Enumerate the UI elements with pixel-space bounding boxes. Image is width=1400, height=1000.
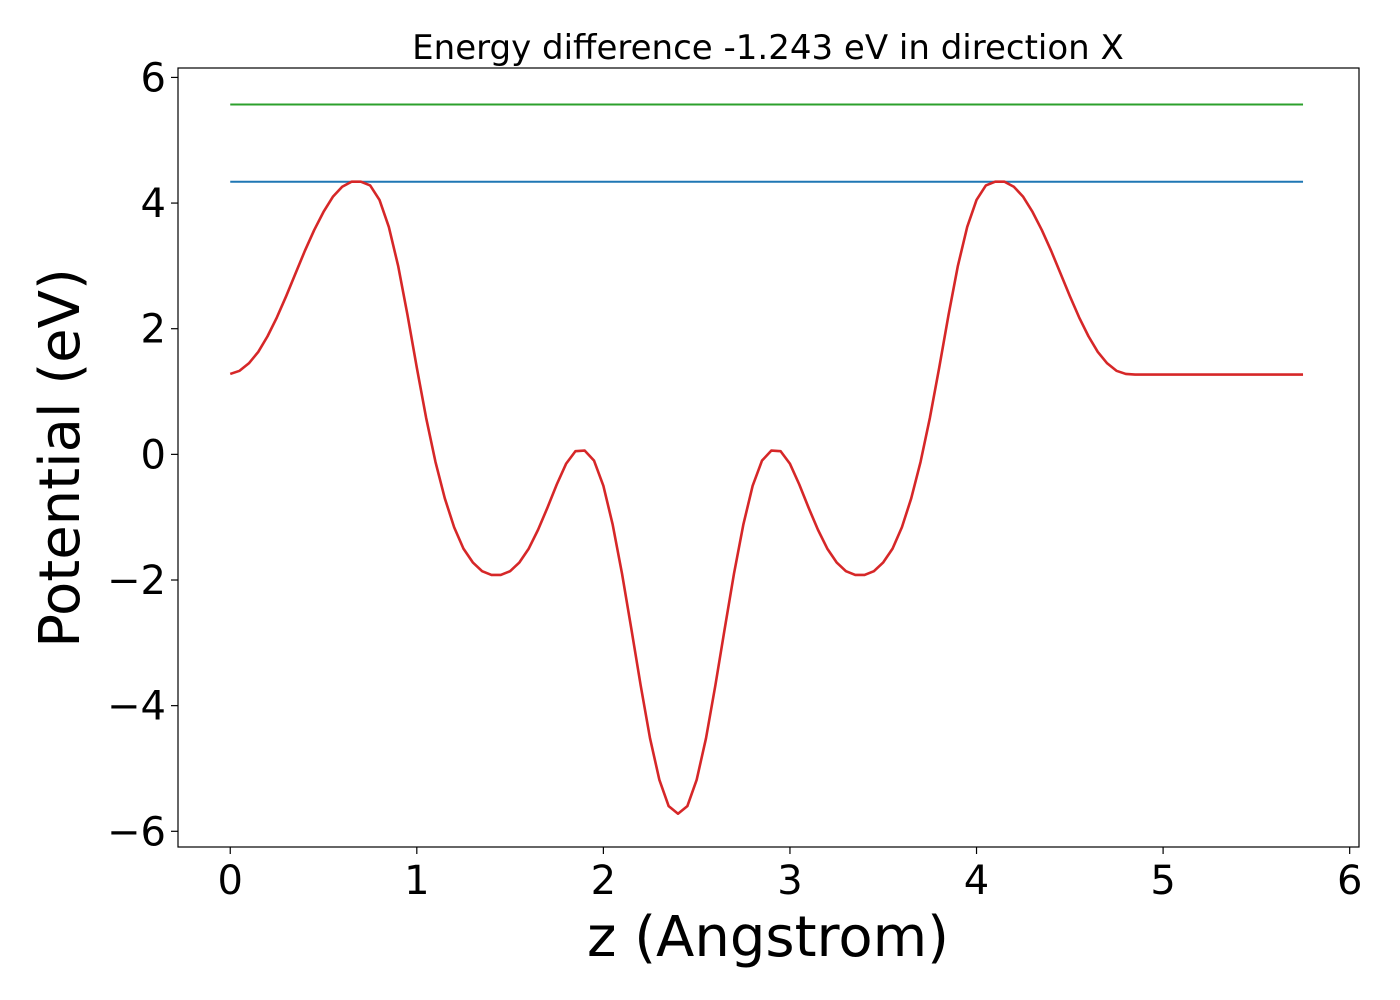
y-tick-label: −4 [107,684,166,730]
chart-title: Energy difference -1.243 eV in direction… [412,28,1124,68]
plot-area [229,103,1304,816]
y-tick-label: 4 [141,181,166,227]
series-line-0 [229,180,1304,816]
x-tick-label: 4 [964,858,989,904]
y-tick-label: −2 [107,558,166,604]
x-tick-label: 1 [404,858,429,904]
y-tick-label: 6 [141,55,166,101]
y-tick-label: −6 [107,809,166,855]
axis-ticks: 0 1 2 3 4 5 6 −6 −4 −2 0 2 4 6 [107,55,1362,904]
y-axis-label: Potential (eV) [28,268,93,648]
x-tick-label: 0 [218,858,243,904]
x-tick-label: 5 [1150,858,1175,904]
plot-frame [177,67,1360,848]
x-tick-label: 6 [1337,858,1362,904]
x-tick-label: 3 [777,858,802,904]
y-tick-label: 0 [141,432,166,478]
x-tick-label: 2 [591,858,616,904]
y-tick-label: 2 [141,307,166,353]
x-axis-label: z (Angstrom) [587,905,949,970]
